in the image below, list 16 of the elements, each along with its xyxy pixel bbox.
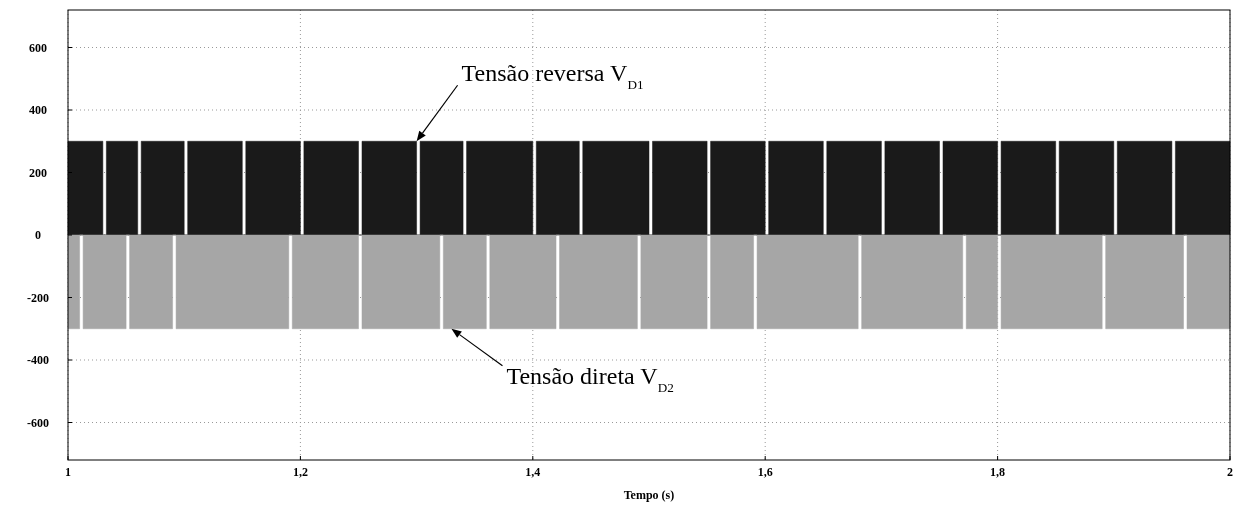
y-tick-label: -400 (27, 353, 49, 367)
x-tick-label: 2 (1227, 465, 1233, 479)
x-tick-label: 1,6 (757, 465, 773, 479)
y-tick-label: 400 (29, 103, 47, 117)
y-tick-label: 0 (35, 228, 41, 242)
x-tick-label: 1 (65, 465, 71, 479)
annotation: Tensão direta V$_{D2}$ (506, 362, 674, 395)
y-tick-label: 200 (29, 165, 47, 180)
x-tick-label: 1,8 (990, 465, 1006, 479)
x-tick-label: 1,2 (292, 465, 308, 479)
x-axis-title: Tempo (s) (623, 488, 675, 502)
annotation: Tensão reversa V$_{D1}$ (461, 60, 644, 92)
x-tick-label: 1,4 (525, 465, 541, 479)
y-tick-label: -200 (27, 290, 49, 305)
y-tick-label: -600 (27, 415, 49, 430)
y-tick-label: 600 (29, 40, 47, 55)
